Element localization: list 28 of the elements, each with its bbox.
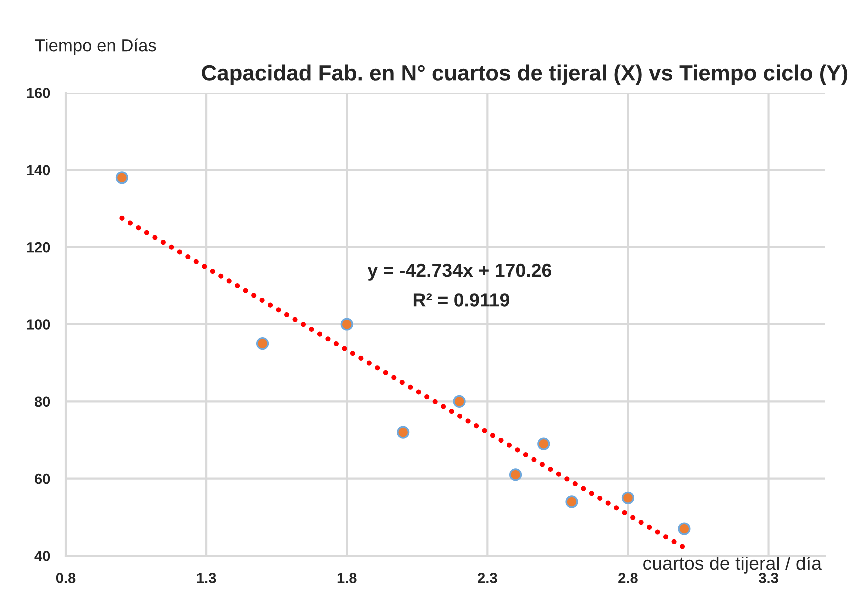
point: [116, 172, 129, 184]
y-tick-label: 100: [27, 320, 50, 330]
point: [622, 492, 635, 504]
point: [538, 438, 550, 450]
point: [397, 426, 410, 439]
y-tick-label: 140: [27, 165, 50, 176]
point: [340, 318, 354, 331]
point: [566, 496, 578, 508]
y-axis-title: Tiempo en Días: [35, 38, 156, 56]
point: [256, 337, 270, 350]
chart-title: Capacidad Fab. en N° cuartos de tijeral (X) vs Tiempo ciclo (Y): [202, 64, 848, 86]
x-tick-label: 1.8: [338, 573, 357, 584]
y-tick-label: 80: [34, 396, 50, 408]
annotation: y = -42.734x + 170.26: [368, 264, 552, 281]
point: [509, 468, 522, 482]
y-tick-label: 160: [27, 88, 50, 98]
point: [453, 395, 466, 408]
x-tick-label: 3.3: [758, 573, 778, 584]
y-tick-label: 120: [27, 242, 50, 253]
x-tick-label: 2.8: [618, 573, 638, 584]
x-tick-label: 2.3: [478, 573, 498, 584]
annotation: R² = 0.9119: [414, 294, 510, 307]
x-axis-title: cuartos de tijeral / día: [644, 556, 822, 574]
x-tick-label: 1.3: [197, 573, 216, 584]
x-tick-label: 0.8: [56, 573, 76, 584]
y-tick-label: 60: [35, 474, 50, 484]
point: [678, 522, 691, 536]
y-tick-label: 40: [34, 551, 50, 562]
